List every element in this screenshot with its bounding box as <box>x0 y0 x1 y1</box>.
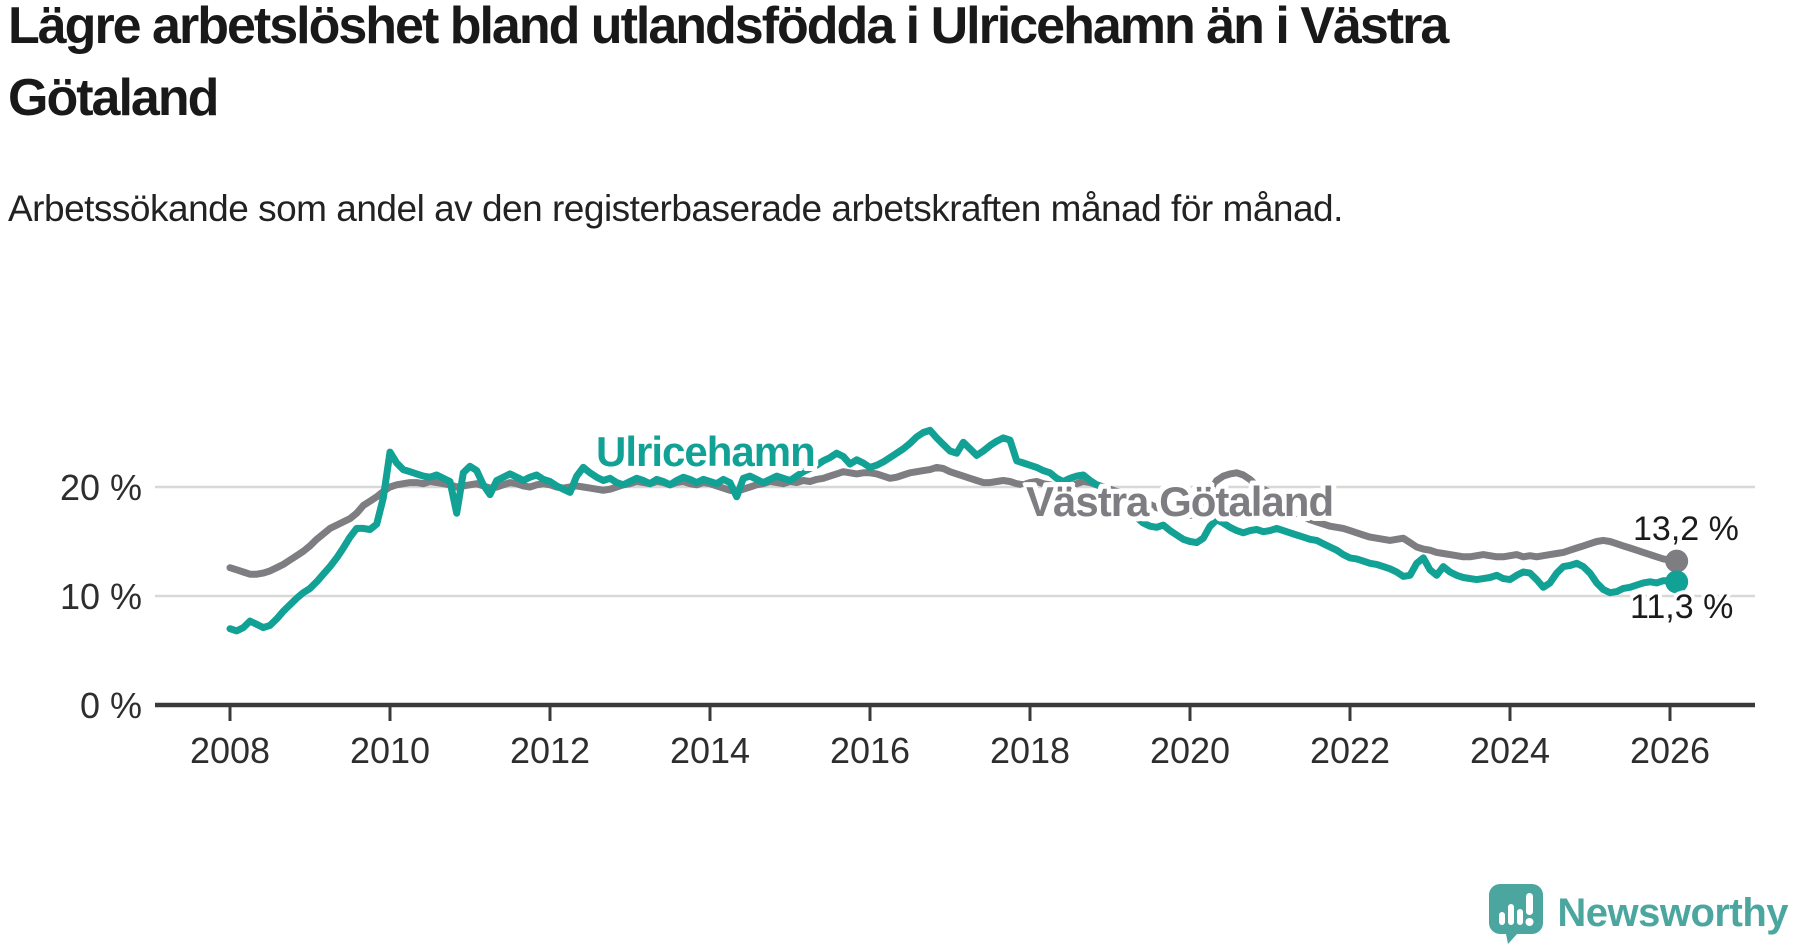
chart-title: Lägre arbetslöshet bland utlandsfödda i … <box>8 0 1449 127</box>
x-tick-label: 2010 <box>350 730 430 771</box>
newsworthy-logo-text: Newsworthy <box>1557 890 1788 935</box>
series-label-vastra-gotaland: Västra Götaland <box>1026 478 1334 525</box>
x-tick-label: 2018 <box>990 730 1070 771</box>
newsworthy-branding: Newsworthy <box>1487 882 1788 944</box>
y-tick-label: 20 % <box>60 467 142 508</box>
series-line-ulricehamn <box>226 426 1681 635</box>
x-tick-label: 2008 <box>190 730 270 771</box>
x-tick-label: 2014 <box>670 730 750 771</box>
series-line-v-stra-g-taland <box>226 463 1681 578</box>
x-tick-label: 2022 <box>1310 730 1390 771</box>
series-label-ulricehamn: Ulricehamn <box>596 428 816 475</box>
x-tick-label: 2020 <box>1150 730 1230 771</box>
x-tick-label: 2026 <box>1630 730 1710 771</box>
x-tick-label: 2024 <box>1470 730 1550 771</box>
end-value-label-vastra-gotaland: 13,2 % <box>1633 510 1739 548</box>
x-tick-label: 2016 <box>830 730 910 771</box>
chart-subtitle: Arbetssökande som andel av den registerb… <box>8 188 1343 229</box>
end-value-label-ulricehamn: 11,3 % <box>1630 588 1734 626</box>
series-end-dot-ulricehamn <box>1665 570 1689 594</box>
newsworthy-logo-icon <box>1489 884 1544 944</box>
x-tick-label: 2012 <box>510 730 590 771</box>
y-tick-label: 0 % <box>80 685 142 726</box>
series-end-dot-v-stra-g-taland <box>1665 549 1689 573</box>
y-tick-label: 10 % <box>60 576 142 617</box>
